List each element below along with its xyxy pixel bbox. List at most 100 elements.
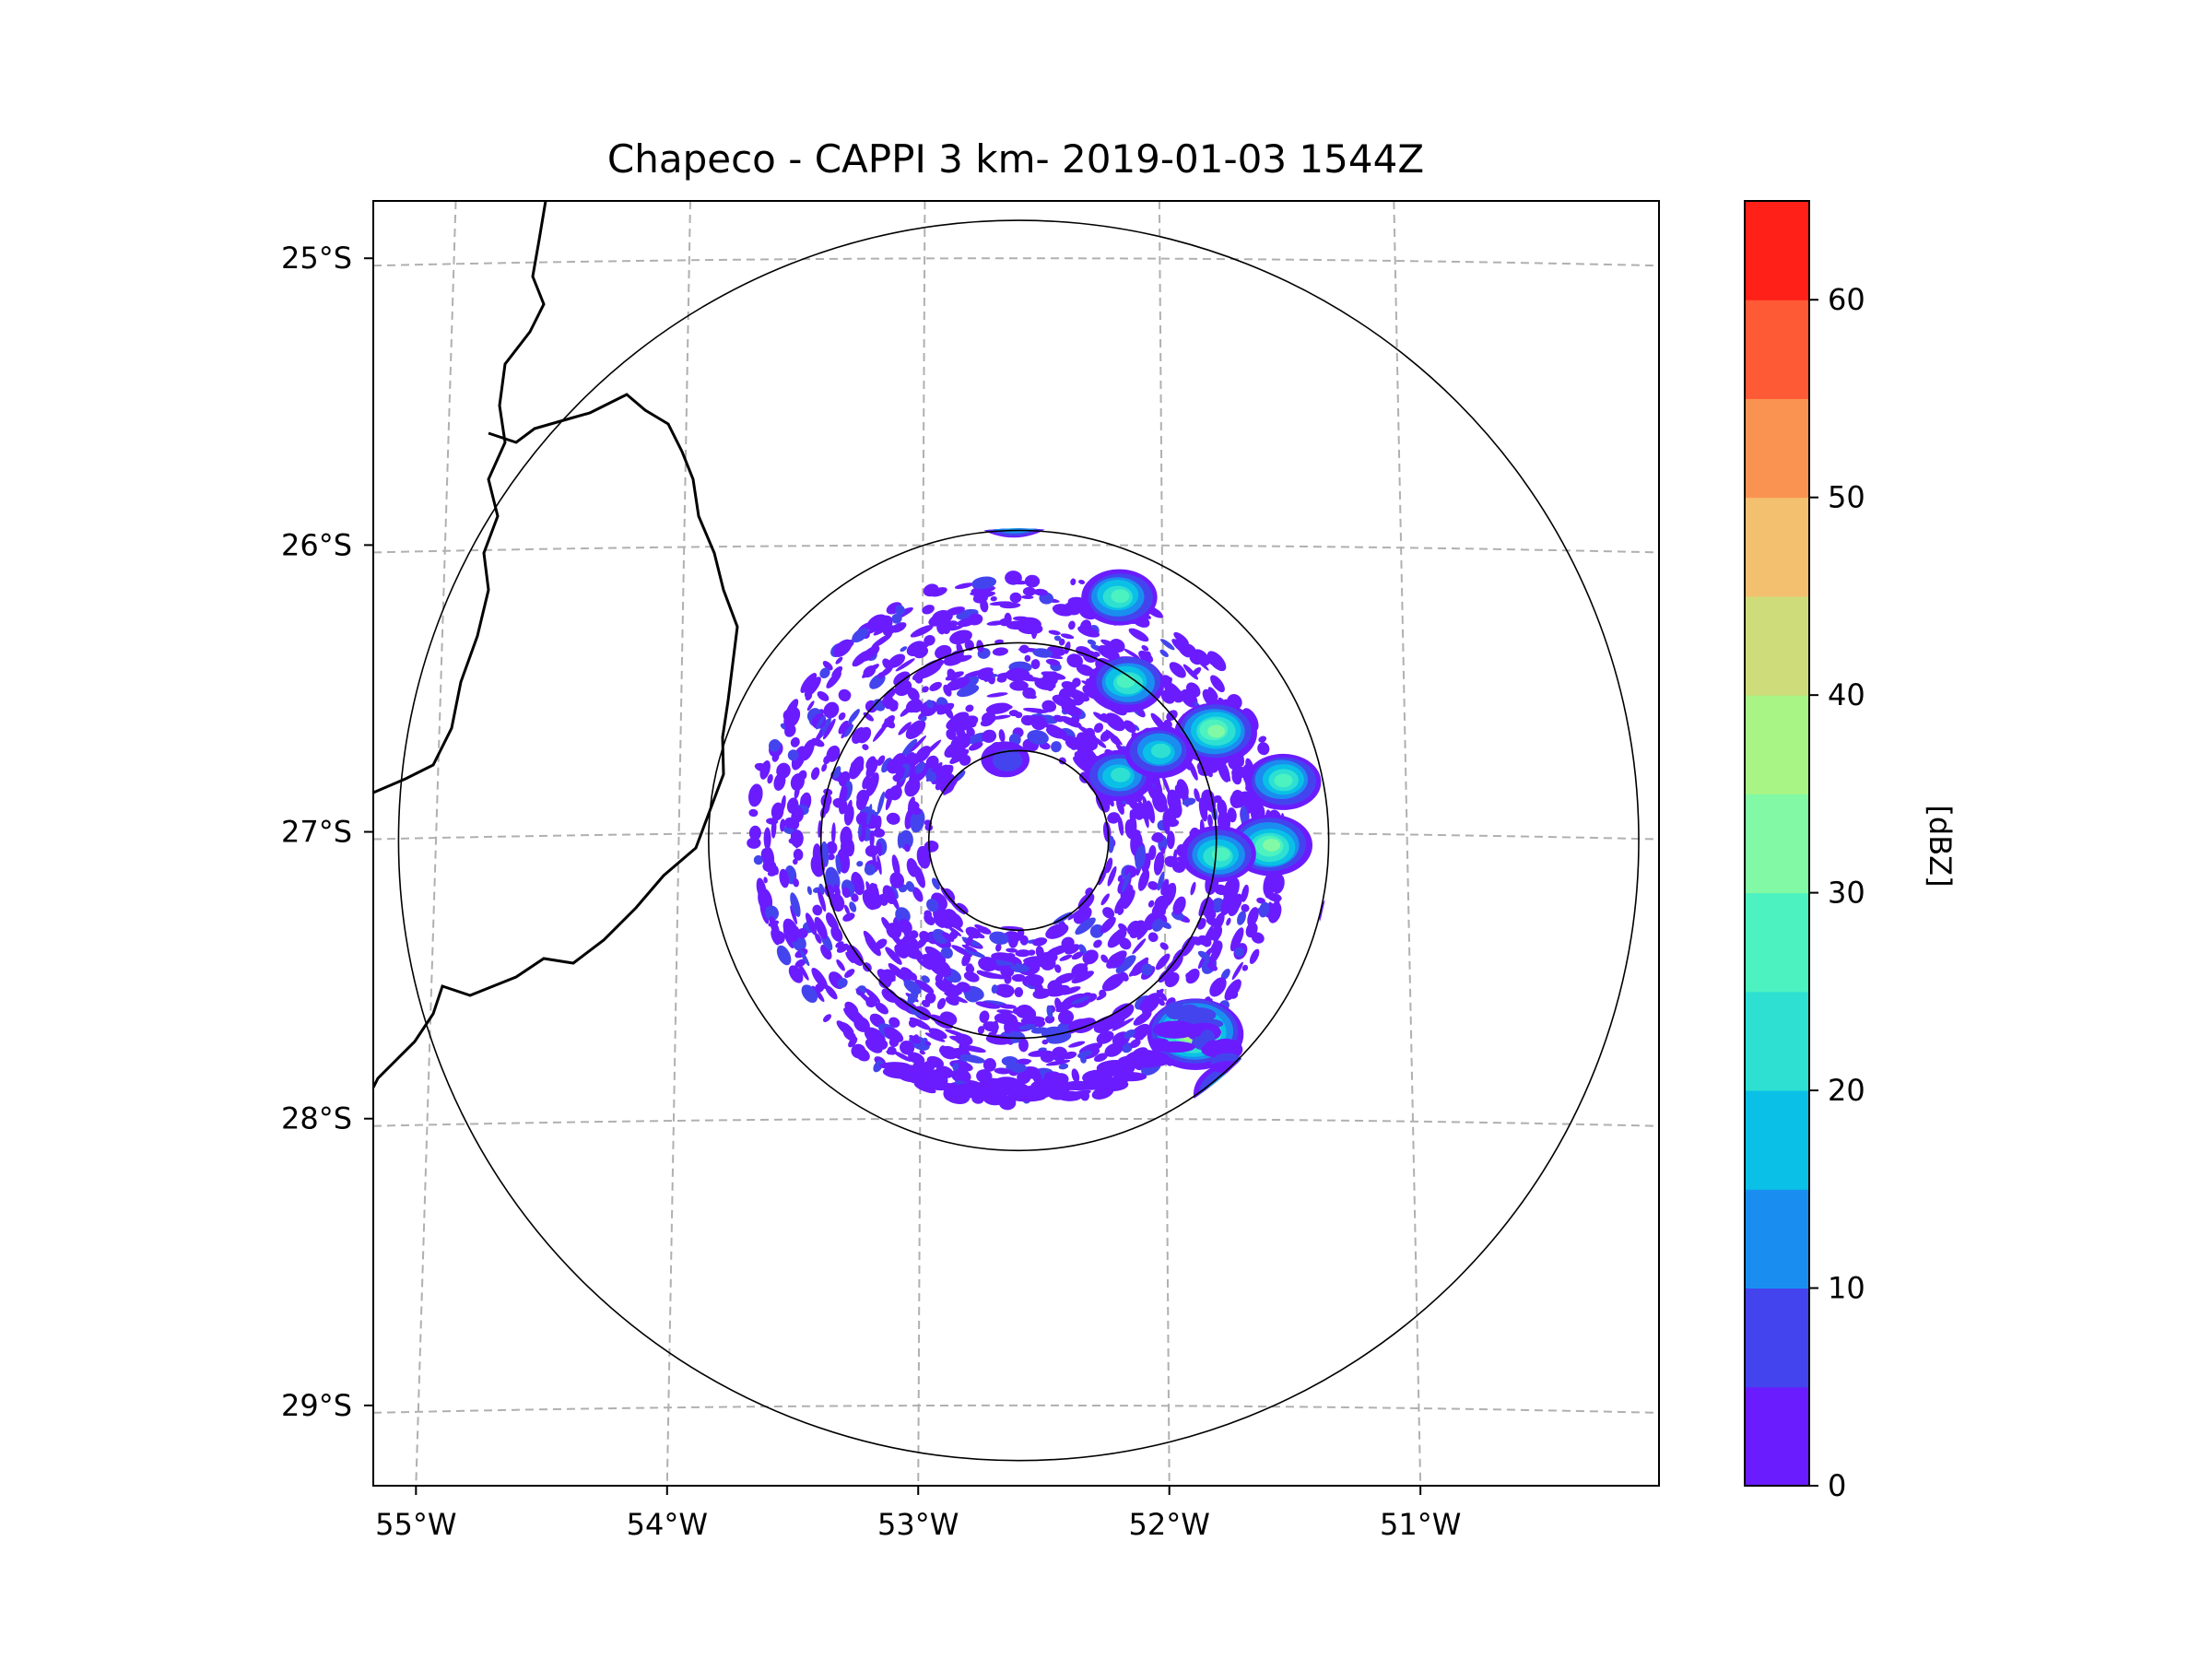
echo-speck [1046,685,1054,691]
echo-speck [1024,654,1031,662]
echo-speck [1000,967,1015,978]
echo-speck [976,970,985,976]
echo-speck [799,949,810,967]
echo-speck [1172,849,1178,862]
echo-speck [842,1029,857,1041]
echo-speck [792,858,798,865]
echo-speck [1118,816,1124,836]
echo-speck [1058,1063,1069,1070]
echo-speck [975,1001,1000,1009]
echo-speck [1193,649,1210,666]
echo-speck [922,605,935,615]
storm-cell [1124,726,1194,779]
echo-speck [940,947,953,959]
echo-speck [1160,878,1170,896]
echo-speck [830,893,845,912]
echo-speck [1226,917,1231,926]
echo-speck [873,622,893,636]
echo-speck [1105,857,1113,874]
storm-cell [1180,825,1256,882]
echo-speck [1206,651,1227,672]
echo-speck [978,957,998,971]
echo-speck [848,1006,865,1022]
echo-speck [996,1009,1014,1015]
echo-speck [794,959,806,968]
echo-speck [865,772,879,797]
parallel-gridline [373,544,1659,554]
echo-speck [1071,963,1088,978]
echo-speck [1203,924,1214,946]
echo-speck [908,1007,923,1018]
echo-speck [1159,649,1169,657]
echo-speck [1100,730,1112,742]
echo-speck [990,959,1014,966]
echo-speck [838,712,846,721]
echo-speck [1087,639,1097,646]
colorbar-label: [dBZ] [1923,805,1958,887]
echo-speck [961,952,971,967]
echo-speck [1167,954,1183,974]
echo-speck [784,924,793,940]
echo-speck [1100,954,1109,963]
echo-speck [982,1058,996,1072]
echo-speck [869,830,875,848]
echo-speck [769,916,781,939]
echo-speck [888,653,906,668]
echo-speck [910,1036,921,1044]
echo-speck [928,1028,947,1040]
echo-speck [913,1082,936,1094]
echo-speck [816,715,826,730]
echo-speck [1201,652,1214,665]
echo-speck [924,1032,946,1042]
echo-speck [1064,641,1071,654]
echo-speck [1231,771,1242,785]
echo-speck [823,755,831,765]
echo-speck [756,877,767,900]
echo-speck [1194,788,1200,802]
echo-speck [909,698,924,713]
y-tick-label: 28°S [281,1101,352,1136]
echo-speck [893,671,911,687]
echo-speck [1107,952,1124,969]
echo-speck [1101,973,1125,992]
echo-speck [1021,594,1034,600]
echo-speck [932,609,950,622]
echo-speck [875,938,888,949]
echo-speck [1009,680,1029,691]
echo-speck [1229,990,1239,999]
echo-speck [1098,866,1108,886]
echo-speck [922,686,929,693]
echo-speck [1053,635,1062,641]
echo-speck [817,690,830,701]
echo-speck [1071,1068,1080,1083]
echo-speck [793,848,804,861]
echo-speck [827,853,835,861]
echo-speck [865,844,878,857]
echo-speck [933,909,954,929]
echo-speck [877,969,890,982]
echo-speck [806,700,815,712]
echo-speck [924,634,935,646]
echo-speck [980,599,989,613]
echo-speck [935,764,954,785]
echo-speck [924,992,936,1004]
echo-speck [946,677,971,691]
echo-speck [1018,1038,1029,1053]
echo-speck [1136,957,1149,970]
x-tick-label: 51°W [1380,1507,1461,1542]
echo-speck [1024,574,1041,588]
echo-speck [844,724,853,737]
echo-speck [1172,948,1182,962]
echo-speck [924,840,939,853]
echo-speck [1147,900,1155,908]
echo-speck [1011,973,1026,982]
echo-speck [916,845,931,869]
echo-speck [1136,709,1146,718]
echo-speck [1138,650,1154,664]
echo-speck [1046,1005,1053,1018]
echo-speck [1077,625,1100,638]
map-area[interactable] [372,200,1660,1487]
echo-speck [1009,592,1022,604]
echo-speck [877,791,885,815]
echo-speck [828,914,840,934]
